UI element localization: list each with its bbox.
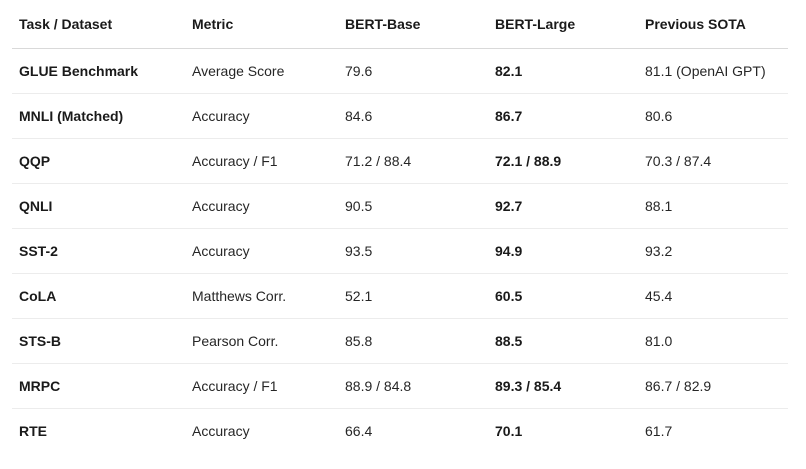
header-bert-base: BERT-Base: [338, 0, 488, 49]
previous-sota-cell: 81.1 (OpenAI GPT): [638, 48, 788, 94]
previous-sota-cell: 45.4: [638, 273, 788, 319]
bert-base-cell: 52.1: [338, 273, 488, 319]
task-cell: SST-2: [12, 228, 185, 274]
table-header: Task / Dataset Metric BERT-Base BERT-Lar…: [12, 0, 788, 49]
task-cell: MNLI (Matched): [12, 93, 185, 139]
task-cell: QQP: [12, 138, 185, 184]
table-row: GLUE Benchmark Average Score 79.6 82.1 8…: [12, 48, 788, 94]
table-row: QNLI Accuracy 90.5 92.7 88.1: [12, 183, 788, 229]
previous-sota-cell: 61.7: [645, 423, 673, 439]
task-cell: STS-B: [12, 318, 185, 364]
bert-large-cell: 88.5: [488, 318, 638, 364]
bert-base-cell: 66.4: [345, 423, 373, 439]
table-row: STS-B Pearson Corr. 85.8 88.5 81.0: [12, 318, 788, 364]
header-metric: Metric: [185, 0, 338, 49]
task-cell: CoLA: [12, 273, 185, 319]
bert-base-cell: 93.5: [338, 228, 488, 274]
bert-base-cell: 79.6: [338, 48, 488, 94]
previous-sota-cell: 70.3 / 87.4: [638, 138, 788, 184]
bert-large-cell: 92.7: [488, 183, 638, 229]
metric-cell: Matthews Corr.: [185, 273, 338, 319]
table-row: SST-2 Accuracy 93.5 94.9 93.2: [12, 228, 788, 274]
task-cell: MRPC: [12, 363, 185, 409]
table-row: CoLA Matthews Corr. 52.1 60.5 45.4: [12, 273, 788, 319]
header-previous-sota: Previous SOTA: [638, 0, 788, 49]
task-cell: RTE: [19, 423, 47, 439]
table-body: GLUE Benchmark Average Score 79.6 82.1 8…: [12, 48, 788, 454]
previous-sota-cell: 93.2: [638, 228, 788, 274]
bert-large-cell: 70.1: [495, 423, 523, 439]
header-task-dataset: Task / Dataset: [12, 0, 185, 49]
bert-large-cell: 60.5: [488, 273, 638, 319]
bert-large-cell: 86.7: [488, 93, 638, 139]
table-row: QQP Accuracy / F1 71.2 / 88.4 72.1 / 88.…: [12, 138, 788, 184]
header-row: Task / Dataset Metric BERT-Base BERT-Lar…: [12, 0, 788, 49]
task-cell: GLUE Benchmark: [12, 48, 185, 94]
metric-cell: Accuracy: [185, 183, 338, 229]
previous-sota-cell: 81.0: [638, 318, 788, 364]
metric-cell: Accuracy: [185, 228, 338, 274]
metric-cell: Accuracy / F1: [185, 138, 338, 184]
results-table-container: Task / Dataset Metric BERT-Base BERT-Lar…: [12, 0, 788, 453]
metric-cell: Accuracy / F1: [185, 363, 338, 409]
bert-large-cell: 94.9: [488, 228, 638, 274]
results-table: Task / Dataset Metric BERT-Base BERT-Lar…: [12, 0, 788, 453]
bert-base-cell: 71.2 / 88.4: [338, 138, 488, 184]
metric-cell: Pearson Corr.: [185, 318, 338, 364]
bert-large-cell: 82.1: [488, 48, 638, 94]
table-row: RTE Accuracy 66.4 70.1 61.7: [12, 409, 788, 454]
task-cell: QNLI: [12, 183, 185, 229]
bert-base-cell: 84.6: [338, 93, 488, 139]
previous-sota-cell: 80.6: [638, 93, 788, 139]
bert-base-cell: 85.8: [338, 318, 488, 364]
metric-cell: Accuracy: [192, 423, 250, 439]
previous-sota-cell: 86.7 / 82.9: [638, 363, 788, 409]
table-row: MNLI (Matched) Accuracy 84.6 86.7 80.6: [12, 93, 788, 139]
table-row: MRPC Accuracy / F1 88.9 / 84.8 89.3 / 85…: [12, 363, 788, 409]
bert-base-cell: 90.5: [338, 183, 488, 229]
metric-cell: Accuracy: [185, 93, 338, 139]
header-bert-large: BERT-Large: [488, 0, 638, 49]
previous-sota-cell: 88.1: [638, 183, 788, 229]
bert-large-cell: 89.3 / 85.4: [488, 363, 638, 409]
metric-cell: Average Score: [185, 48, 338, 94]
bert-large-cell: 72.1 / 88.9: [488, 138, 638, 184]
bert-base-cell: 88.9 / 84.8: [338, 363, 488, 409]
